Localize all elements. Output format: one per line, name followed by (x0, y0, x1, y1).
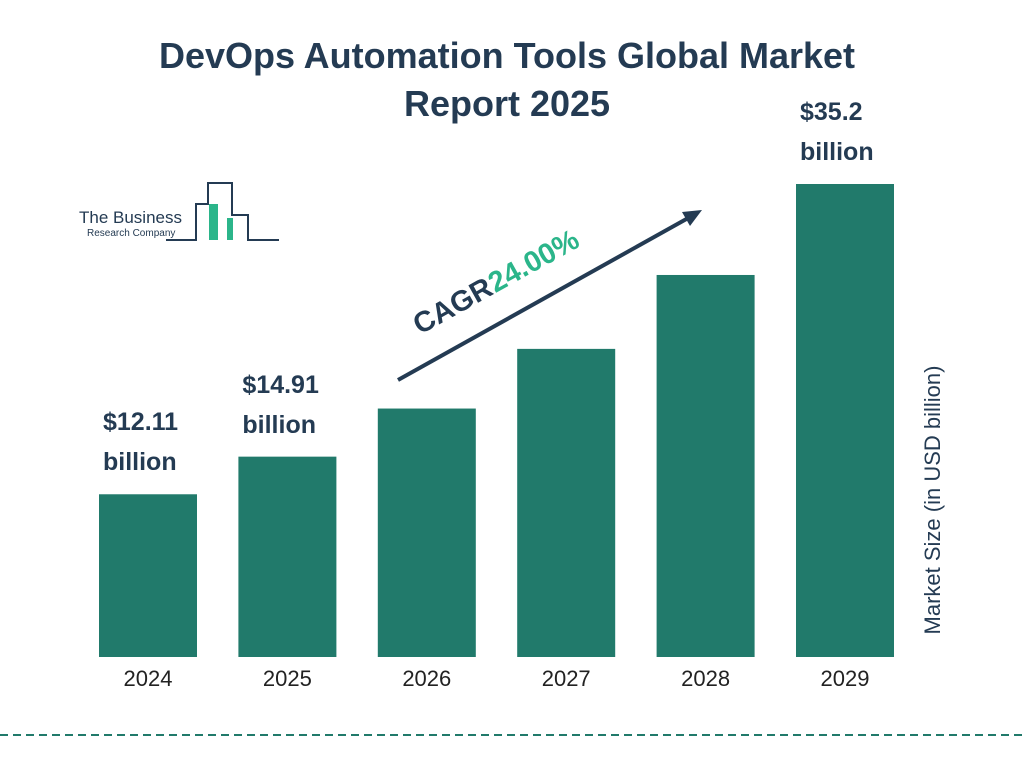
bar (656, 274, 755, 657)
y-axis-label: Market Size (in USD billion) (920, 366, 945, 635)
x-tick-label: 2026 (402, 666, 451, 691)
logo-bar (209, 204, 218, 240)
value-label: $35.2 billion (800, 98, 874, 166)
bar (796, 184, 894, 657)
logo-text: The Business (79, 208, 182, 227)
bar (517, 348, 616, 657)
x-tick-label: 2029 (821, 666, 870, 691)
bar (377, 408, 476, 657)
logo (166, 182, 279, 241)
chart-title: DevOps Automation Tools Global Market Re… (158, 35, 856, 124)
value-label: $14.91 billion (242, 370, 319, 439)
x-tick-label: 2027 (542, 666, 591, 691)
logo-outline (166, 182, 279, 241)
x-tick-label: 2028 (681, 666, 730, 691)
bar (238, 456, 337, 657)
value-label: $12.11 billion (103, 408, 179, 477)
cagr-arrow (397, 215, 691, 382)
cagr-arrowhead (682, 210, 702, 226)
cagr-value: 24.00% (483, 224, 585, 300)
x-tick-label: 2025 (263, 666, 312, 691)
logo-subtext: Research Company (87, 228, 175, 239)
x-tick-label: 2024 (124, 666, 173, 691)
logo-bar (227, 218, 233, 240)
bar (99, 494, 197, 657)
